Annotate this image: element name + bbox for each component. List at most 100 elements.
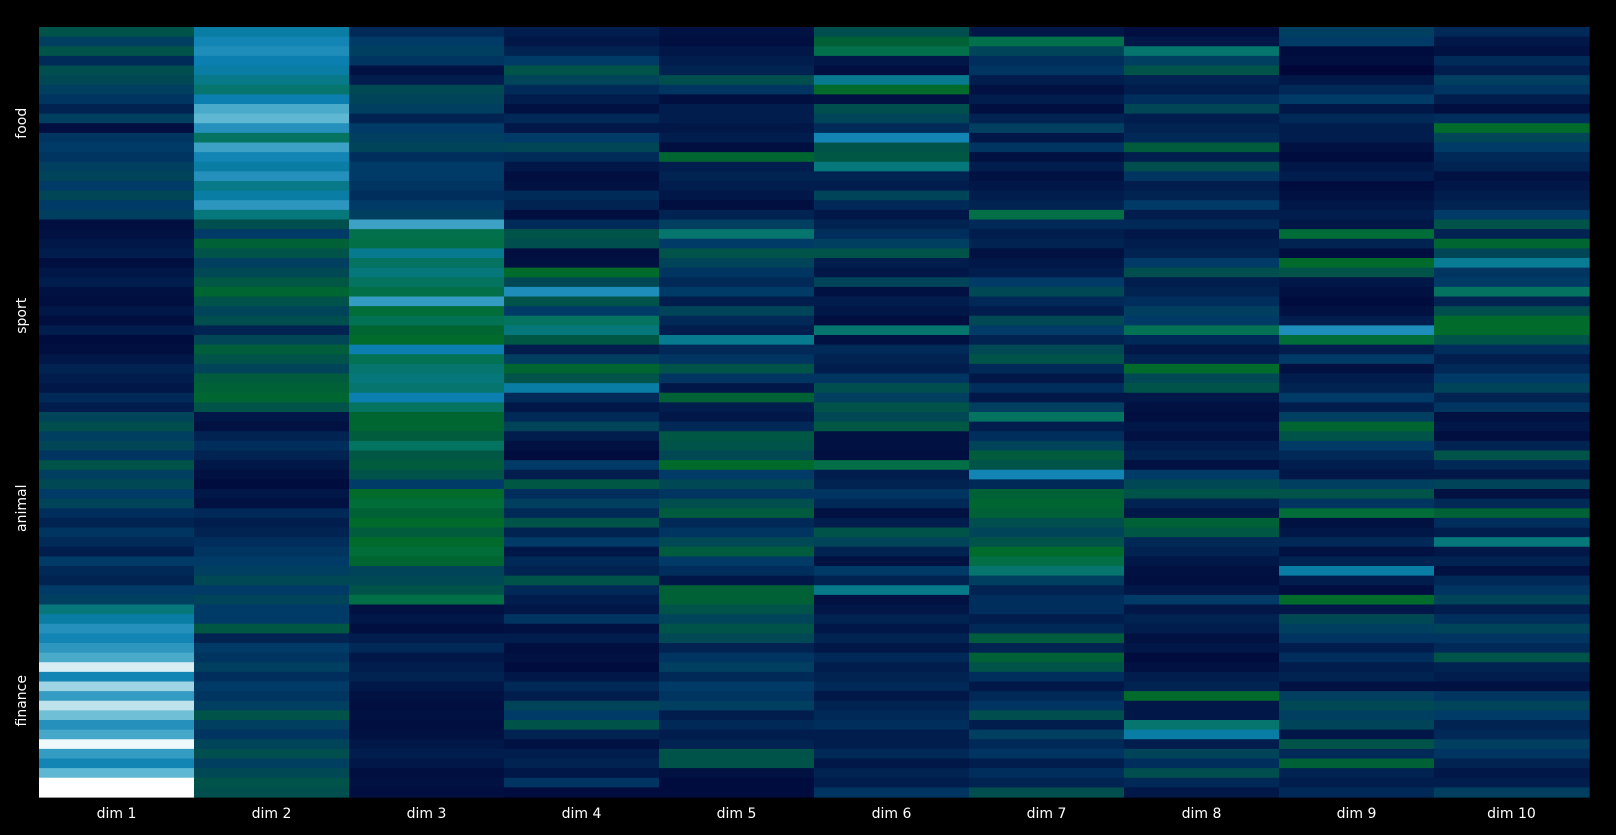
heatmap-cell	[969, 614, 1125, 625]
heatmap-cells	[39, 27, 1590, 798]
heatmap-cell	[504, 402, 660, 413]
heatmap-cell	[1124, 36, 1280, 47]
heatmap-cell	[1279, 469, 1435, 480]
heatmap-cell	[504, 517, 660, 529]
heatmap-cell	[814, 585, 970, 596]
heatmap-cell	[1279, 75, 1435, 86]
heatmap-cell	[504, 633, 660, 644]
heatmap-cell	[659, 315, 815, 326]
heatmap-cell	[1124, 604, 1280, 615]
heatmap-cell	[349, 209, 505, 221]
heatmap-cell	[1434, 46, 1590, 57]
heatmap-cell	[194, 142, 350, 153]
heatmap-cell	[39, 344, 195, 355]
heatmap-cell	[349, 238, 505, 249]
heatmap-cell	[504, 325, 660, 336]
heatmap-cell	[39, 248, 195, 259]
heatmap-cell	[39, 200, 195, 211]
heatmap-cell	[969, 306, 1125, 317]
heatmap-cell	[504, 113, 660, 124]
heatmap-cell	[1124, 277, 1280, 288]
heatmap-cell	[39, 594, 195, 606]
heatmap-cell	[814, 431, 970, 442]
heatmap-cell	[1434, 84, 1590, 95]
heatmap-cell	[1279, 248, 1435, 259]
heatmap-cell	[814, 594, 970, 606]
heatmap-cell	[814, 248, 970, 259]
heatmap-cell	[1434, 758, 1590, 769]
heatmap-cell	[194, 402, 350, 413]
heatmap-cell	[1279, 142, 1435, 153]
heatmap-cell	[504, 421, 660, 432]
heatmap-cell	[1279, 46, 1435, 57]
heatmap-cell	[969, 383, 1125, 394]
heatmap-cell	[1434, 296, 1590, 307]
heatmap-cell	[1434, 623, 1590, 634]
heatmap-cell	[504, 209, 660, 221]
heatmap-cell	[969, 296, 1125, 307]
heatmap-cell	[1124, 498, 1280, 509]
heatmap-cell	[349, 691, 505, 702]
heatmap-cell	[504, 777, 660, 788]
heatmap-cell	[349, 267, 505, 278]
heatmap-cell	[659, 181, 815, 192]
heatmap-cell	[659, 383, 815, 394]
heatmap-cell	[39, 604, 195, 615]
heatmap-cell	[349, 421, 505, 432]
heatmap-cell	[659, 710, 815, 721]
heatmap-cell	[1434, 633, 1590, 644]
heatmap-cell	[1434, 181, 1590, 192]
heatmap-cell	[814, 65, 970, 76]
heatmap-cell	[814, 652, 970, 663]
heatmap-cell	[814, 335, 970, 346]
heatmap-cell	[1279, 36, 1435, 47]
y-group-label: food	[14, 108, 30, 139]
heatmap-cell	[1434, 566, 1590, 577]
heatmap-cell	[659, 402, 815, 413]
heatmap-cell	[659, 460, 815, 471]
heatmap-cell	[1124, 585, 1280, 596]
heatmap-cell	[504, 286, 660, 298]
heatmap-cell	[349, 575, 505, 586]
heatmap-cell	[1124, 354, 1280, 365]
heatmap-cell	[194, 306, 350, 317]
heatmap-cell	[1124, 171, 1280, 182]
heatmap-cell	[1434, 748, 1590, 760]
heatmap-cell	[194, 84, 350, 95]
heatmap-cell	[504, 643, 660, 654]
heatmap-cell	[814, 325, 970, 336]
heatmap-cell	[1124, 113, 1280, 124]
heatmap-cell	[1434, 768, 1590, 779]
heatmap-cell	[1124, 229, 1280, 240]
heatmap-cell	[504, 604, 660, 615]
heatmap-cell	[1279, 777, 1435, 788]
heatmap-cell	[1124, 662, 1280, 673]
heatmap-cell	[1124, 614, 1280, 625]
heatmap-cell	[814, 527, 970, 538]
heatmap-cell	[349, 27, 505, 38]
heatmap-cell	[1279, 460, 1435, 471]
heatmap-cell	[969, 671, 1125, 683]
heatmap-cell	[1434, 36, 1590, 47]
heatmap-cell	[39, 662, 195, 673]
heatmap-cell	[1279, 489, 1435, 500]
heatmap-cell	[814, 142, 970, 153]
heatmap-cell	[814, 421, 970, 432]
heatmap-cell	[1124, 27, 1280, 38]
heatmap-cell	[969, 354, 1125, 365]
heatmap-cell	[969, 315, 1125, 326]
heatmap-cell	[349, 190, 505, 201]
heatmap-cell	[194, 46, 350, 57]
heatmap-cell	[504, 46, 660, 57]
heatmap-cell	[39, 700, 195, 711]
heatmap-cell	[969, 200, 1125, 211]
heatmap-cell	[659, 758, 815, 769]
heatmap-cell	[969, 132, 1125, 144]
heatmap-cell	[1434, 27, 1590, 38]
heatmap-cell	[659, 200, 815, 211]
heatmap-cell	[814, 643, 970, 654]
heatmap-cell	[504, 190, 660, 201]
heatmap-cell	[659, 556, 815, 567]
heatmap-cell	[349, 431, 505, 442]
heatmap-cell	[1434, 614, 1590, 625]
